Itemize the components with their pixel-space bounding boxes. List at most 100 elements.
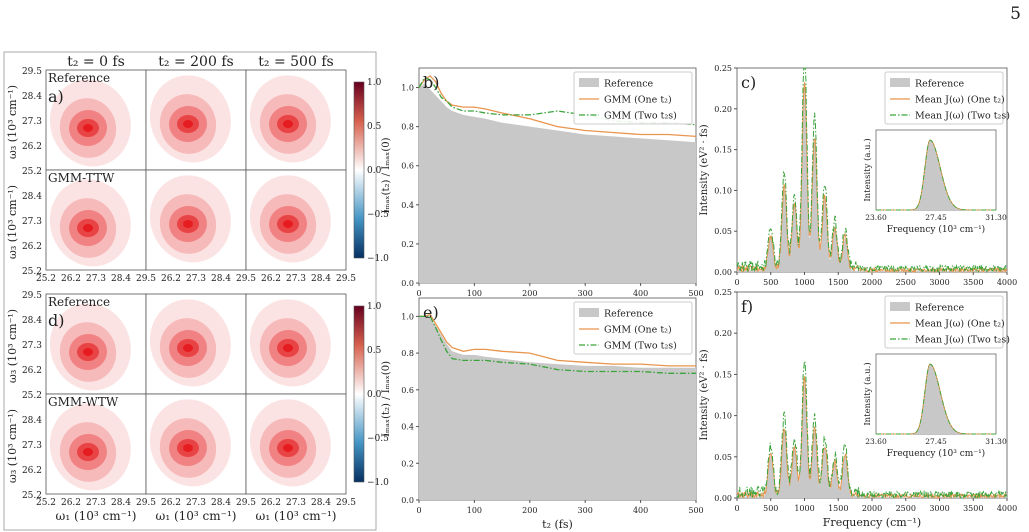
inset-x-tick: 23.60 <box>865 437 887 446</box>
colorbar-tick: 0.5 <box>367 122 382 132</box>
x-tick-label: 2500 <box>896 504 916 513</box>
x-tick-label: 2500 <box>896 278 916 287</box>
y-tick-label: 0.8 <box>401 349 414 358</box>
y-tick-label: 0.00 <box>714 494 732 503</box>
heatmap-frame <box>3 51 377 531</box>
heatmap-panel <box>45 169 147 271</box>
legend-label: Reference <box>915 79 965 90</box>
heatmap-x-tick: 26.2 <box>261 274 281 284</box>
line-charts: 0 100 200 300 400 500 0.0 0.2 0.4 0.6 0.8 1.0 Iₘₐₓ(t… <box>381 64 1017 531</box>
heatmap-xlabel: ω₁ (10³ cm⁻¹) <box>56 509 137 523</box>
colorbar <box>353 305 365 483</box>
legend-label: GMM (One t₂) <box>604 325 672 336</box>
heatmap-y-tick: 27.3 <box>22 341 42 351</box>
series-line <box>736 67 1008 274</box>
panel-label: b) <box>423 73 439 92</box>
heatmap-x-tick: 28.4 <box>111 498 131 508</box>
heatmap-y-tick: 28.4 <box>22 92 42 102</box>
legend-label: Reference <box>604 79 654 90</box>
inset-x-tick: 27.45 <box>925 213 947 222</box>
y-tick-label: 0.00 <box>714 268 732 277</box>
y-tick-label: 0.15 <box>714 146 732 155</box>
colorbar <box>353 81 365 259</box>
page-number: 5 <box>1010 4 1021 24</box>
legend-box <box>573 301 693 355</box>
x-tick-label: 100 <box>467 506 482 515</box>
legend-label: GMM (One t₂) <box>604 95 672 106</box>
heatmap-contour <box>283 220 293 228</box>
x-tick-label: 300 <box>578 506 593 515</box>
heatmap-x-tick: 25.2 <box>36 498 56 508</box>
legend-swatch <box>579 78 599 87</box>
heatmap-panel <box>45 69 147 171</box>
x-tick-label: 500 <box>763 278 778 287</box>
y-tick-label: 0.10 <box>714 412 732 421</box>
heatmap-ylabel: ω₃ (10³ cm⁻¹) <box>6 85 19 159</box>
heatmap-ylabel: ω₃ (10³ cm⁻¹) <box>6 409 19 483</box>
column-title: t₂ = 200 fs <box>158 54 233 70</box>
heatmap-contour <box>83 348 93 356</box>
chart-panel: 0 500 1000 1500 2000 2500 3000 3500 4000 0.00 0.05… <box>699 288 1017 529</box>
x-tick-label: 1000 <box>794 504 814 513</box>
heatmap-panel <box>145 69 247 171</box>
colorbar-tick: −0.5 <box>367 434 389 444</box>
y-tick-label: 0.0 <box>401 496 414 505</box>
heatmap-y-tick: 29.5 <box>22 291 42 301</box>
y-tick-label: 0.4 <box>401 423 414 432</box>
inset-xlabel: Frequency (10³ cm⁻¹) <box>887 448 985 459</box>
y-axis-label: Iₘₐₓ(t₂) / Iₘₐₓ(0) <box>381 361 392 437</box>
heatmap-x-tick: 28.4 <box>211 274 231 284</box>
x-tick-label: 100 <box>467 289 482 298</box>
x-tick-label: 0 <box>416 506 421 515</box>
x-tick-label: 1500 <box>828 278 848 287</box>
inset-xlabel: Frequency (10³ cm⁻¹) <box>887 224 985 235</box>
y-tick-label: 0.6 <box>401 162 414 171</box>
heatmap-row-label: Reference <box>48 295 110 309</box>
inset-ylabel: Intensity (a.u.) <box>862 362 873 425</box>
x-tick-label: 1000 <box>794 278 814 287</box>
legend-label: Mean J(ω) (One t₂) <box>915 319 1005 330</box>
x-tick-label: 400 <box>633 506 648 515</box>
x-tick-label: 3500 <box>963 278 983 287</box>
x-axis-label: Frequency (cm⁻¹) <box>823 516 921 529</box>
x-tick-label: 0 <box>416 289 421 298</box>
heatmap-ylabel: ω₃ (10³ cm⁻¹) <box>6 309 19 383</box>
heatmap-contour <box>283 344 293 352</box>
heatmap-x-tick: 25.2 <box>36 274 56 284</box>
heatmap-x-tick: 26.2 <box>261 498 281 508</box>
heatmap-x-tick: 26.2 <box>161 498 181 508</box>
series-line <box>418 74 697 138</box>
heatmap-contour <box>83 448 93 456</box>
y-tick-label: 0.15 <box>714 370 732 379</box>
inset-area <box>876 364 996 434</box>
legend-label: Reference <box>604 309 654 320</box>
x-tick-label: 3000 <box>929 278 949 287</box>
series-area <box>419 83 696 283</box>
heatmap-y-tick: 26.2 <box>22 366 42 376</box>
panel-label: f) <box>741 297 753 316</box>
heatmap-x-tick: 27.3 <box>186 274 206 284</box>
heatmap-y-tick: 26.2 <box>22 466 42 476</box>
x-tick-label: 400 <box>633 289 648 298</box>
x-tick-label: 0 <box>734 504 739 513</box>
y-tick-label: 0.2 <box>401 240 414 249</box>
panel-label: a) <box>48 87 64 106</box>
heatmap-contour <box>283 120 293 128</box>
heatmap-y-tick: 25.2 <box>22 491 42 501</box>
colorbar-tick: −0.5 <box>367 210 389 220</box>
series-area <box>419 316 696 500</box>
series-area <box>737 381 1007 498</box>
heatmap-row-label: GMM-TTW <box>48 171 115 185</box>
heatmap-y-tick: 25.2 <box>22 267 42 277</box>
legend-box <box>884 295 1004 349</box>
heatmap-panel <box>45 293 147 395</box>
y-tick-label: 0.20 <box>714 105 732 114</box>
heatmap-x-tick: 29.5 <box>136 274 156 284</box>
chart-panel: 0 100 200 300 400 500 0.0 0.2 0.4 0.6 0.8 1.0 t₂ (fs… <box>381 297 704 531</box>
heatmap-xlabel: ω₁ (10³ cm⁻¹) <box>256 509 337 523</box>
x-tick-label: 0 <box>734 278 739 287</box>
y-tick-label: 0.4 <box>401 201 414 210</box>
series-line <box>419 313 696 367</box>
x-tick-label: 500 <box>688 506 703 515</box>
y-tick-label: 0.6 <box>401 386 414 395</box>
